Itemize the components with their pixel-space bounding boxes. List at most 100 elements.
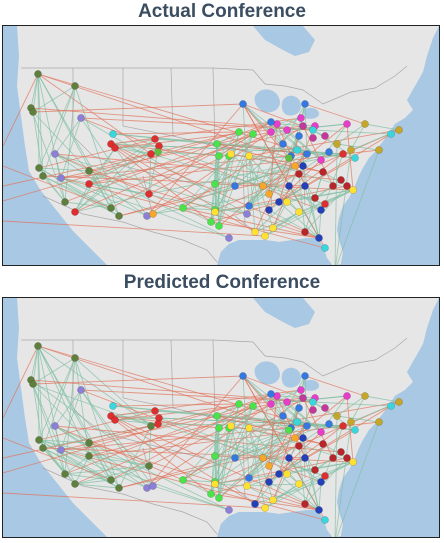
travel-edge — [88, 170, 216, 211]
team-node — [215, 424, 223, 432]
team-node — [245, 152, 253, 160]
team-node — [71, 82, 79, 90]
travel-edge — [182, 427, 230, 481]
travel-edge — [234, 423, 330, 459]
team-node — [285, 454, 293, 462]
travel-edge — [148, 153, 344, 195]
travel-edge — [334, 415, 338, 537]
team-node — [301, 182, 309, 190]
team-node — [349, 186, 357, 194]
travel-edge — [264, 461, 354, 509]
team-node — [239, 100, 247, 108]
actual-map-canvas — [3, 26, 439, 265]
team-node — [51, 150, 59, 158]
team-node — [301, 100, 309, 108]
team-node — [261, 232, 269, 240]
travel-edge — [322, 171, 348, 187]
travel-edge — [74, 479, 112, 485]
water-shape — [337, 86, 439, 265]
travel-edge — [110, 415, 256, 505]
travel-edge — [182, 479, 216, 483]
team-node — [295, 442, 303, 450]
travel-edge — [74, 193, 150, 213]
travel-edge — [38, 439, 90, 444]
travel-edge — [38, 439, 90, 457]
travel-edge — [248, 427, 274, 501]
travel-edge — [262, 437, 296, 459]
travel-edge — [312, 129, 392, 135]
team-node — [179, 476, 187, 484]
travel-edge — [298, 445, 306, 505]
team-node — [111, 144, 119, 152]
team-node — [319, 168, 327, 176]
travel-edge — [336, 421, 380, 537]
team-node — [309, 134, 317, 142]
team-node — [245, 474, 253, 482]
travel-edge — [42, 175, 112, 209]
travel-edge — [146, 131, 272, 217]
travel-edge — [182, 155, 230, 209]
travel-edge — [88, 145, 160, 185]
travel-edge — [210, 493, 320, 511]
water-shape — [217, 238, 323, 265]
travel-edge — [234, 143, 284, 187]
team-node — [299, 122, 307, 130]
travel-edge — [288, 437, 304, 459]
travel-edge — [350, 395, 366, 423]
travel-edge — [336, 395, 366, 417]
water-shape — [281, 95, 301, 116]
team-node — [291, 162, 299, 170]
travel-edge — [334, 143, 338, 265]
travel-edge — [3, 165, 112, 209]
travel-edge — [324, 425, 344, 477]
travel-edge — [88, 147, 116, 185]
travel-edge — [64, 473, 112, 481]
travel-edge — [74, 147, 116, 213]
travel-edge — [302, 165, 320, 239]
travel-edge — [112, 131, 240, 135]
travel-edge — [146, 403, 272, 489]
team-node — [295, 404, 303, 412]
team-node — [145, 190, 153, 198]
travel-edge — [88, 397, 316, 457]
team-node — [267, 390, 275, 398]
travel-edge — [32, 111, 90, 172]
team-node — [39, 444, 47, 452]
travel-edge — [214, 483, 248, 487]
team-node — [315, 234, 323, 242]
water-shape — [337, 358, 439, 537]
team-node — [267, 400, 275, 408]
travel-edge — [270, 393, 284, 417]
travel-edge — [54, 425, 148, 489]
travel-edge — [88, 183, 150, 195]
team-node — [349, 458, 357, 466]
team-node — [329, 182, 337, 190]
team-node — [395, 126, 403, 134]
team-node — [285, 182, 293, 190]
travel-edge — [304, 171, 324, 233]
travel-edge — [346, 123, 354, 191]
team-node — [245, 424, 253, 432]
team-node — [333, 412, 341, 420]
team-node — [279, 412, 287, 420]
team-node — [275, 198, 283, 206]
travel-edge — [262, 165, 296, 187]
water-shape — [303, 107, 319, 119]
team-node — [319, 440, 327, 448]
water-shape — [407, 26, 439, 110]
team-node — [301, 454, 309, 462]
team-node — [309, 406, 317, 414]
water-shape — [3, 26, 107, 265]
travel-edge — [3, 151, 159, 187]
travel-edge — [3, 437, 112, 481]
travel-edge — [335, 149, 352, 265]
travel-edge — [152, 193, 270, 215]
travel-edge — [30, 379, 314, 403]
team-node — [251, 228, 259, 236]
travel-edge — [182, 207, 320, 239]
team-node — [317, 206, 325, 214]
travel-edge — [148, 403, 272, 467]
travel-edge — [38, 439, 150, 467]
travel-edge — [74, 85, 120, 217]
travel-edge — [42, 447, 76, 485]
